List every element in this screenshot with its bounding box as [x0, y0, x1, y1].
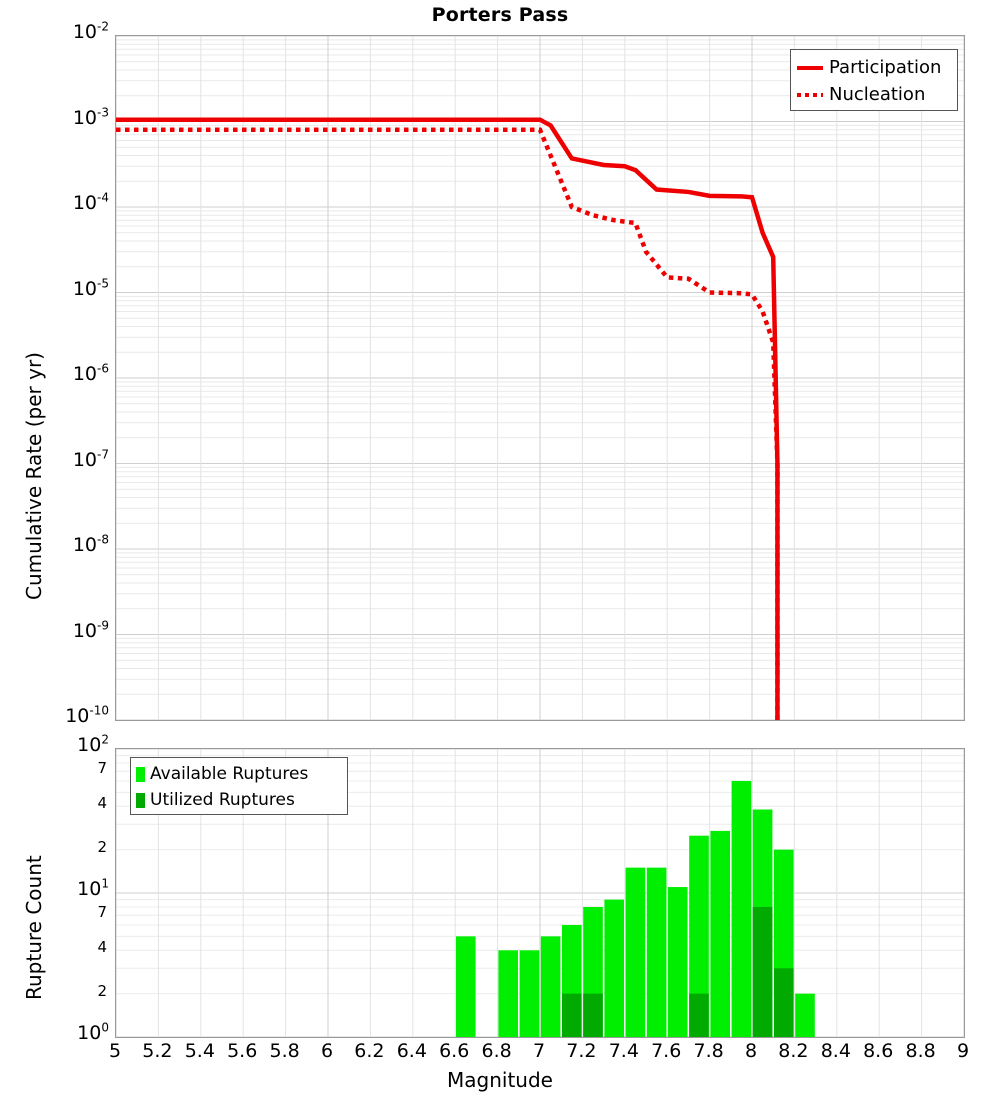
bar-available — [604, 900, 624, 1037]
ytick-top-1e-5: 10-5 — [73, 278, 109, 300]
available-swatch-icon — [136, 767, 145, 782]
bar-utilized — [689, 994, 709, 1037]
ytick-top-1e-4: 10-4 — [73, 192, 109, 214]
ytick-bot-minor-4: 4 — [97, 938, 107, 956]
legend-label: Nucleation — [829, 84, 925, 105]
bar-available — [520, 950, 540, 1037]
dotted-line-icon — [797, 93, 823, 97]
ytick-bot-minor-40: 4 — [97, 794, 107, 812]
ytick-top-1e-9: 10-9 — [73, 620, 109, 642]
rupture-legend: Available Ruptures Utilized Ruptures — [130, 757, 348, 815]
mfd-plot-area — [116, 36, 964, 720]
legend-item-nucleation: Nucleation — [797, 81, 951, 108]
bar-utilized — [562, 994, 582, 1037]
ytick-top-1e-3: 10-3 — [73, 107, 109, 129]
mfd-svg — [116, 36, 964, 720]
x-axis-label: Magnitude — [0, 1068, 1000, 1092]
legend-label: Available Ruptures — [150, 764, 308, 784]
bar-utilized — [774, 968, 794, 1037]
bar-utilized — [583, 994, 603, 1037]
legend-label: Participation — [829, 57, 941, 78]
bar-available — [541, 936, 561, 1037]
ytick-bot-minor-2: 2 — [97, 982, 107, 1000]
bottom-y-axis-label: Rupture Count — [22, 855, 46, 1000]
ytick-bot-minor-70: 7 — [97, 759, 107, 777]
legend-label: Utilized Ruptures — [150, 790, 295, 810]
bar-available — [647, 868, 667, 1037]
bar-utilized — [753, 907, 773, 1037]
bar-available — [732, 781, 752, 1037]
bar-available — [498, 950, 518, 1037]
bar-available — [456, 936, 476, 1037]
legend-item-available-ruptures: Available Ruptures — [136, 761, 342, 787]
ytick-bot-1e1: 101 — [77, 878, 109, 900]
utilized-swatch-icon — [136, 793, 145, 808]
ytick-top-1e-8: 10-8 — [73, 534, 109, 556]
ytick-top-1e-7: 10-7 — [73, 449, 109, 471]
chart-root: Porters Pass Cumulative Rate (per yr) Pa… — [0, 0, 1000, 1100]
page-title: Porters Pass — [0, 4, 1000, 26]
ytick-bot-minor-20: 2 — [97, 838, 107, 856]
xtick-9: 9 — [933, 1040, 993, 1062]
legend-item-utilized-ruptures: Utilized Ruptures — [136, 787, 342, 813]
ytick-bot-1e2: 102 — [77, 734, 109, 756]
series-nucleation — [116, 130, 777, 720]
ytick-top-1e-6: 10-6 — [73, 363, 109, 385]
bar-available — [795, 994, 815, 1037]
solid-line-icon — [797, 66, 823, 70]
mfd-plot-panel — [115, 35, 965, 721]
top-y-axis-label: Cumulative Rate (per yr) — [22, 352, 46, 600]
bar-available — [626, 868, 646, 1037]
series-participation — [116, 120, 777, 720]
ytick-top-1e-2: 10-2 — [73, 21, 109, 43]
ytick-top-1e-10: 10-10 — [65, 705, 109, 727]
mfd-legend: Participation Nucleation — [790, 49, 958, 111]
bar-available — [710, 831, 730, 1037]
legend-item-participation: Participation — [797, 54, 951, 81]
ytick-bot-minor-7: 7 — [97, 903, 107, 921]
bar-available — [668, 887, 688, 1037]
